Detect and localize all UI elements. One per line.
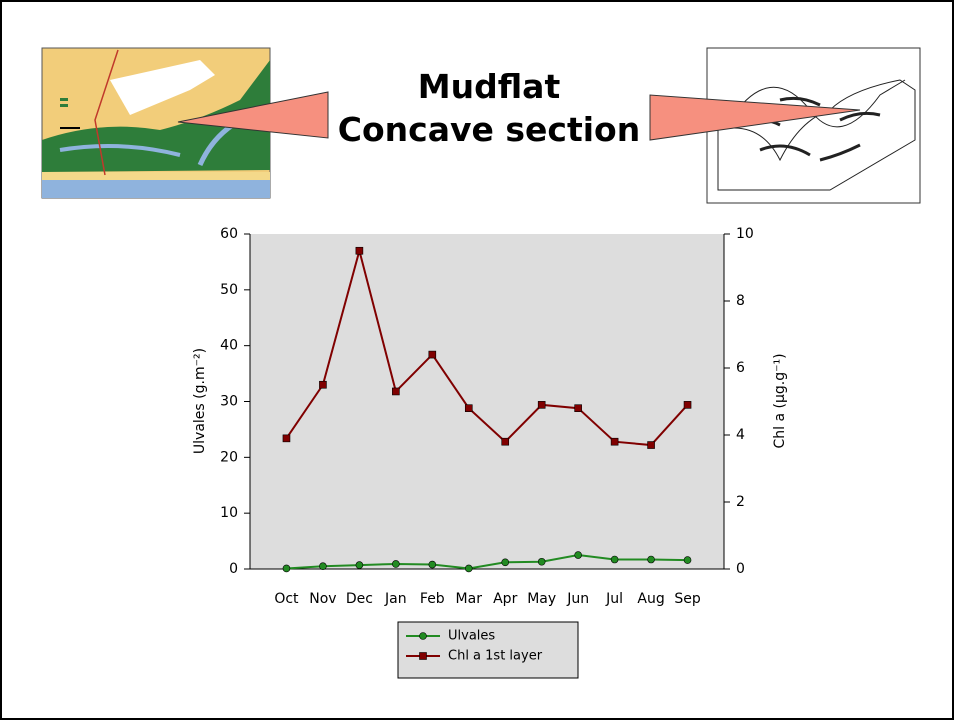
data-point (647, 555, 655, 564)
data-point (428, 560, 437, 569)
x-tick-label: Mar (456, 591, 483, 607)
data-point (428, 350, 437, 359)
y2-tick-label: 6 (736, 360, 745, 376)
data-point (501, 437, 510, 446)
y2-tick-label: 8 (736, 293, 745, 309)
data-point (501, 558, 510, 567)
y2-tick-label: 0 (736, 561, 745, 577)
y-tick-label: 0 (229, 561, 238, 577)
y2-tick-label: 4 (736, 427, 745, 443)
data-point (319, 562, 327, 571)
map-image (41, 47, 271, 199)
x-tick-label: Jan (384, 591, 407, 607)
chart-title: Mudflat (418, 67, 561, 106)
data-point (392, 387, 400, 396)
data-point (683, 556, 692, 564)
data-point (282, 434, 291, 443)
data-point (319, 380, 327, 389)
data-point (574, 551, 582, 559)
y2-tick-label: 10 (736, 226, 754, 242)
data-point (537, 557, 546, 566)
data-point (537, 401, 546, 409)
legend-label: Chl a 1st layer (448, 649, 543, 664)
y-tick-label: 40 (220, 338, 238, 354)
y2-tick-label: 2 (736, 494, 745, 510)
data-point (610, 555, 619, 564)
callout-left (177, 91, 329, 139)
y2-axis-label: Chl a (µg.g⁻¹) (772, 353, 788, 448)
x-tick-label: Dec (346, 591, 373, 607)
y-tick-label: 30 (220, 394, 238, 410)
plot-area (250, 234, 724, 569)
x-tick-label: May (527, 591, 556, 607)
y-tick-label: 60 (220, 226, 238, 242)
data-point (610, 437, 619, 446)
callout-right (649, 94, 861, 141)
data-point (464, 404, 473, 413)
data-point (683, 401, 692, 409)
data-point (464, 564, 473, 573)
x-tick-label: Oct (274, 591, 299, 607)
x-tick-label: Aug (637, 591, 664, 607)
x-tick-label: Jul (605, 591, 623, 607)
x-tick-label: Sep (674, 591, 701, 607)
chart-title: Concave section (338, 110, 640, 149)
data-point (574, 404, 582, 413)
x-tick-label: Nov (309, 591, 336, 607)
y-tick-label: 50 (220, 282, 238, 298)
series-line (285, 246, 689, 447)
data-point (282, 564, 291, 573)
data-point (355, 561, 364, 569)
series-line (286, 554, 688, 570)
y-tick-label: 10 (220, 505, 238, 521)
y-axis-label: Ulvales (g.m⁻²) (192, 348, 208, 454)
data-point (355, 246, 364, 255)
x-tick-label: Apr (493, 591, 517, 607)
x-tick-label: Feb (420, 591, 445, 607)
x-tick-label: Jun (566, 591, 589, 607)
legend-label: Ulvales (448, 629, 495, 644)
y-tick-label: 20 (220, 449, 238, 465)
legend-marker (419, 632, 427, 640)
data-point (392, 560, 400, 568)
legend-marker (419, 652, 427, 660)
data-point (647, 441, 655, 449)
legend (397, 621, 579, 679)
